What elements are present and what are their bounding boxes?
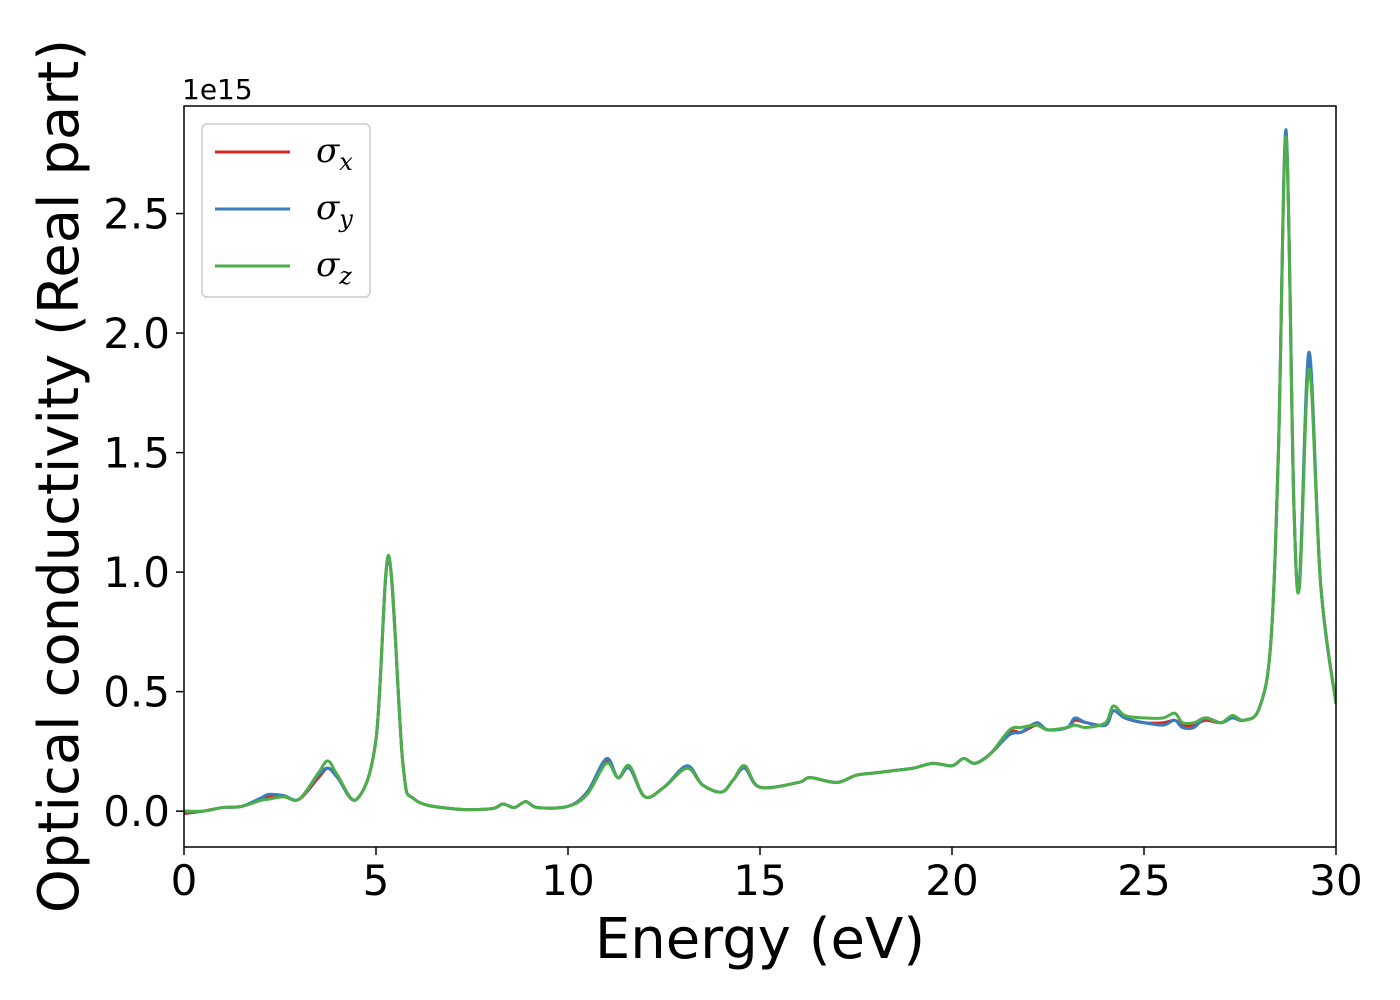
x-tick-label: 5 [363,856,390,905]
y-axis-title: Optical conductivity (Real part) [27,39,92,913]
y-tick-label: 0.0 [103,787,170,836]
x-tick-label: 25 [1117,856,1170,905]
y-tick-label: 1.5 [103,429,170,478]
y-tick-label: 1.0 [103,548,170,597]
series-line-z [184,135,1336,813]
y-tick-label: 2.5 [103,190,170,239]
y-tick-label: 0.5 [103,668,170,717]
x-tick-label: 30 [1309,856,1362,905]
series-layer [184,128,1336,816]
legend-label-y: σy [316,188,353,233]
x-tick-label: 10 [541,856,594,905]
x-tick-label: 0 [171,856,198,905]
x-axis-title: Energy (eV) [595,907,925,972]
legend-label-x: σx [316,131,353,176]
y-axis-ticks: 0.0 0.5 1.0 1.5 2.0 2.5 [103,190,184,836]
x-axis-ticks: 0 5 10 15 20 25 30 [171,847,1363,905]
y-tick-label: 2.0 [103,309,170,358]
x-tick-label: 20 [925,856,978,905]
x-tick-label: 15 [733,856,786,905]
legend-label-z: σz [316,245,352,290]
legend: σx σy σz [201,123,371,298]
y-offset-label: 1e15 [182,73,253,106]
